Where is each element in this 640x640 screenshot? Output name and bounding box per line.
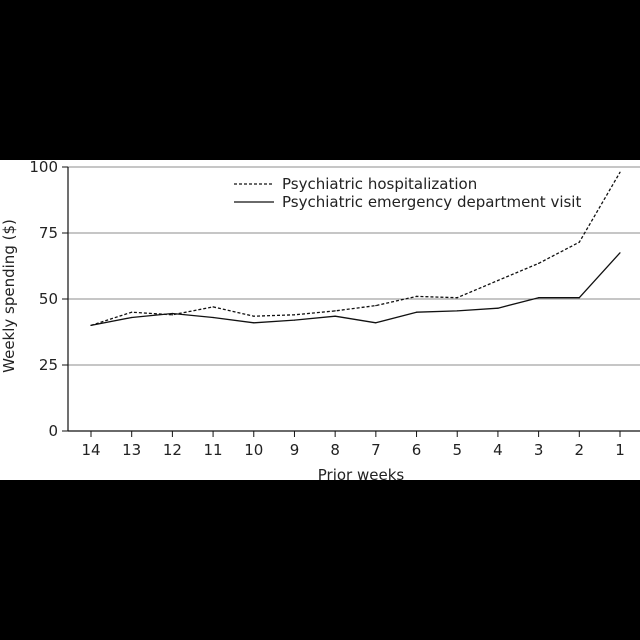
data-point-s1-w3 xyxy=(538,297,540,299)
data-point-s1-w9 xyxy=(293,319,296,321)
data-point-s1-w11 xyxy=(212,316,214,319)
data-point-s1-w4 xyxy=(497,307,499,309)
data-point-s0-w6 xyxy=(415,295,418,297)
data-point-s0-w5 xyxy=(456,297,458,299)
y-tick-label-25: 25 xyxy=(39,356,58,374)
data-point-s0-w1 xyxy=(619,171,621,173)
line-chart: 0 25 50 75 100 14 13 12 11 10 9 8 7 6 5 4 3 2 1 Prior week… xyxy=(0,158,640,484)
data-point-s0-w9 xyxy=(293,314,296,316)
data-point-s0-w12 xyxy=(171,314,173,316)
x-tick-label-5: 5 xyxy=(452,441,462,459)
data-point-s0-w2 xyxy=(578,241,580,243)
data-point-s1-w1 xyxy=(619,252,621,254)
y-tick-label-50: 50 xyxy=(39,290,58,308)
axis-layer: 0 25 50 75 100 14 13 12 11 10 9 8 7 6 5 4 3 2 1 xyxy=(29,158,640,459)
x-tick-label-13: 13 xyxy=(122,441,141,459)
chart-panel: 0 25 50 75 100 14 13 12 11 10 9 8 7 6 5 4 3 2 1 Prior week… xyxy=(0,158,640,484)
x-tick-label-12: 12 xyxy=(163,441,182,459)
y-tick-label-0: 0 xyxy=(48,422,58,440)
x-tick-label-3: 3 xyxy=(534,441,544,459)
data-point-s0-w10 xyxy=(253,315,255,317)
data-point-s1-w12 xyxy=(171,312,173,315)
series-line-0 xyxy=(90,171,621,327)
data-point-s1-w8 xyxy=(334,315,336,317)
data-point-s1-w6 xyxy=(415,311,418,313)
data-point-s0-w13 xyxy=(131,311,133,313)
data-point-s0-w7 xyxy=(375,305,377,307)
data-point-s1-w5 xyxy=(456,310,458,312)
data-point-s1-w14 xyxy=(90,324,92,326)
x-tick-label-10: 10 xyxy=(244,441,263,459)
x-tick-label-14: 14 xyxy=(81,441,100,459)
x-tick-label-8: 8 xyxy=(330,441,340,459)
x-tick-label-2: 2 xyxy=(575,441,585,459)
x-axis-label: Prior weeks xyxy=(318,466,405,480)
data-point-s0-w4 xyxy=(497,279,499,282)
x-tick-label-7: 7 xyxy=(371,441,381,459)
x-tick-label-6: 6 xyxy=(412,441,422,459)
y-tick-label-75: 75 xyxy=(39,224,58,242)
data-point-s0-w8 xyxy=(334,310,336,312)
data-point-s0-w11 xyxy=(212,306,214,308)
grid-layer xyxy=(68,166,640,366)
series-layer xyxy=(90,171,621,327)
legend-label-ed-visit: Psychiatric emergency department visit xyxy=(282,193,581,211)
y-axis-label: Weekly spending ($) xyxy=(0,219,18,373)
data-point-s1-w2 xyxy=(578,297,580,299)
x-tick-label-9: 9 xyxy=(290,441,300,459)
x-tick-label-11: 11 xyxy=(204,441,223,459)
y-tick-label-100: 100 xyxy=(29,160,58,176)
data-point-s1-w10 xyxy=(253,322,255,324)
x-tick-label-4: 4 xyxy=(493,441,503,459)
series-line-1 xyxy=(90,252,621,327)
legend-label-hospitalization: Psychiatric hospitalization xyxy=(282,175,477,193)
x-tick-label-1: 1 xyxy=(615,441,625,459)
legend: Psychiatric hospitalization Psychiatric … xyxy=(234,175,581,211)
data-point-s1-w7 xyxy=(375,322,377,324)
data-point-s1-w13 xyxy=(131,316,133,319)
data-point-s0-w3 xyxy=(538,262,540,264)
